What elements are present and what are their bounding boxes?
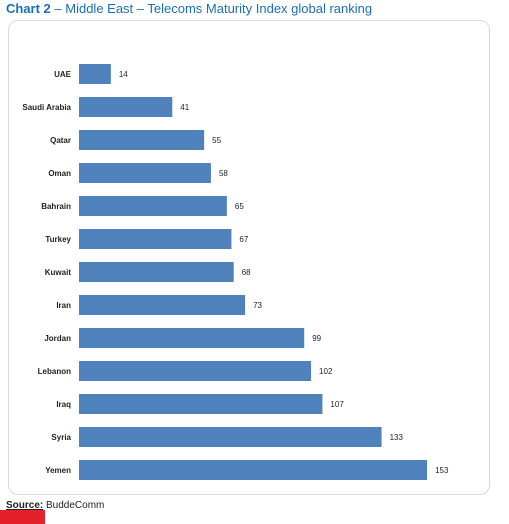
data-label-uae: 14 [119, 70, 128, 79]
data-label-lebanon: 102 [319, 367, 333, 376]
source-label: Source: [6, 500, 44, 511]
category-label-syria: Syria [51, 433, 71, 442]
data-label-oman: 58 [219, 169, 228, 178]
category-label-turkey: Turkey [45, 235, 71, 244]
data-label-qatar: 55 [212, 136, 221, 145]
category-label-uae: UAE [54, 70, 72, 79]
bar-saudi-arabia [79, 97, 173, 117]
bar-yemen [79, 460, 428, 480]
category-label-jordan: Jordan [44, 334, 71, 343]
chart-title-rest: – Middle East – Telecoms Maturity Index … [50, 1, 373, 16]
category-label-lebanon: Lebanon [38, 367, 71, 376]
bar-uae [79, 64, 111, 84]
bar-jordan [79, 328, 305, 348]
data-label-turkey: 67 [239, 235, 248, 244]
category-label-qatar: Qatar [50, 136, 71, 145]
bar-oman [79, 163, 211, 183]
source-text: BuddeComm [43, 500, 105, 511]
source-note: Source: BuddeComm [6, 500, 104, 511]
chart-title-lead: Chart 2 [6, 1, 51, 16]
bar-syria [79, 427, 382, 447]
category-label-yemen: Yemen [45, 466, 71, 475]
data-label-syria: 133 [390, 433, 404, 442]
data-label-kuwait: 68 [242, 268, 251, 277]
category-label-kuwait: Kuwait [45, 268, 72, 277]
chart-title: Chart 2 – Middle East – Telecoms Maturit… [6, 1, 372, 17]
category-label-iran: Iran [56, 301, 71, 310]
data-label-iran: 73 [253, 301, 262, 310]
citna-logo [0, 510, 45, 524]
data-label-saudi-arabia: 41 [180, 103, 189, 112]
bar-qatar [79, 130, 205, 150]
bar-bahrain [79, 196, 227, 216]
bar-iran [79, 295, 246, 315]
data-label-iraq: 107 [330, 400, 344, 409]
bar-kuwait [79, 262, 234, 282]
category-label-iraq: Iraq [56, 400, 71, 409]
chart-panel: UAE 14 Saudi Arabia 41 Qatar 55 Oman 58 Bahrain 6… [8, 20, 490, 495]
bar-iraq [79, 394, 323, 414]
bar-lebanon [79, 361, 312, 381]
bar-chart: UAE 14 Saudi Arabia 41 Qatar 55 Oman 58 Bahrain 6… [22, 64, 449, 480]
data-label-bahrain: 65 [235, 202, 244, 211]
bar-turkey [79, 229, 232, 249]
data-label-jordan: 99 [312, 334, 321, 343]
data-label-yemen: 153 [435, 466, 449, 475]
category-label-bahrain: Bahrain [41, 202, 71, 211]
category-label-oman: Oman [48, 169, 71, 178]
category-label-saudi-arabia: Saudi Arabia [22, 103, 71, 112]
